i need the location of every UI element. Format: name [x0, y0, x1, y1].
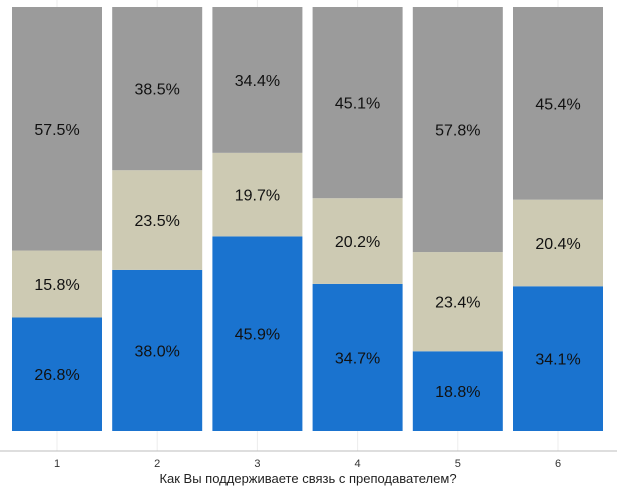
- bar-segment: [412, 351, 503, 431]
- bar-segment: [12, 250, 102, 318]
- data-label: 45.1%: [335, 96, 380, 113]
- bar-segment: [412, 7, 503, 253]
- bar-segment: [312, 198, 403, 284]
- bar-segment: [112, 7, 203, 171]
- data-label: 38.0%: [135, 343, 180, 360]
- bar-segment: [513, 286, 603, 431]
- bar-segment: [513, 199, 603, 287]
- data-label: 20.2%: [335, 234, 380, 251]
- bar-segment: [12, 317, 102, 431]
- x-tick-labels: 1 2 3 4 5 6: [54, 458, 561, 470]
- x-tick-label: 4: [355, 458, 361, 470]
- x-tick-label: 3: [254, 458, 260, 470]
- x-tick-label: 2: [154, 458, 160, 470]
- x-tick-label: 5: [455, 458, 461, 470]
- data-label: 23.4%: [435, 295, 480, 312]
- bar-segment: [212, 236, 303, 431]
- data-label: 20.4%: [535, 236, 580, 253]
- bar-segment: [312, 283, 403, 431]
- data-label: 18.8%: [435, 384, 480, 401]
- data-label: 34.4%: [235, 73, 280, 90]
- x-axis-title: Как Вы поддерживаете связь с преподавате…: [159, 471, 456, 486]
- data-label: 15.8%: [34, 277, 79, 294]
- data-label: 45.9%: [235, 327, 280, 344]
- data-label: 34.1%: [535, 352, 580, 369]
- x-tick-label: 1: [54, 458, 60, 470]
- data-label: 19.7%: [235, 188, 280, 205]
- bar-segment: [513, 7, 603, 200]
- data-label: 57.8%: [435, 123, 480, 140]
- bar-segment: [412, 252, 503, 352]
- data-label: 26.8%: [34, 367, 79, 384]
- data-label: 45.4%: [535, 96, 580, 113]
- bar-segment: [312, 7, 403, 199]
- bar-segment: [212, 7, 303, 153]
- bar-segment: [212, 152, 303, 237]
- bar-segment: [112, 269, 203, 431]
- x-tick-label: 6: [555, 458, 561, 470]
- data-label: 23.5%: [135, 213, 180, 230]
- data-label: 38.5%: [135, 82, 180, 99]
- bar-segment: [112, 170, 203, 270]
- data-label: 34.7%: [335, 350, 380, 367]
- bars: 26.8% 15.8% 57.5% 38.0% 23.5% 38.5% 45.9% 19.7%…: [12, 7, 603, 431]
- data-label: 57.5%: [34, 122, 79, 139]
- bar-segment: [12, 7, 102, 251]
